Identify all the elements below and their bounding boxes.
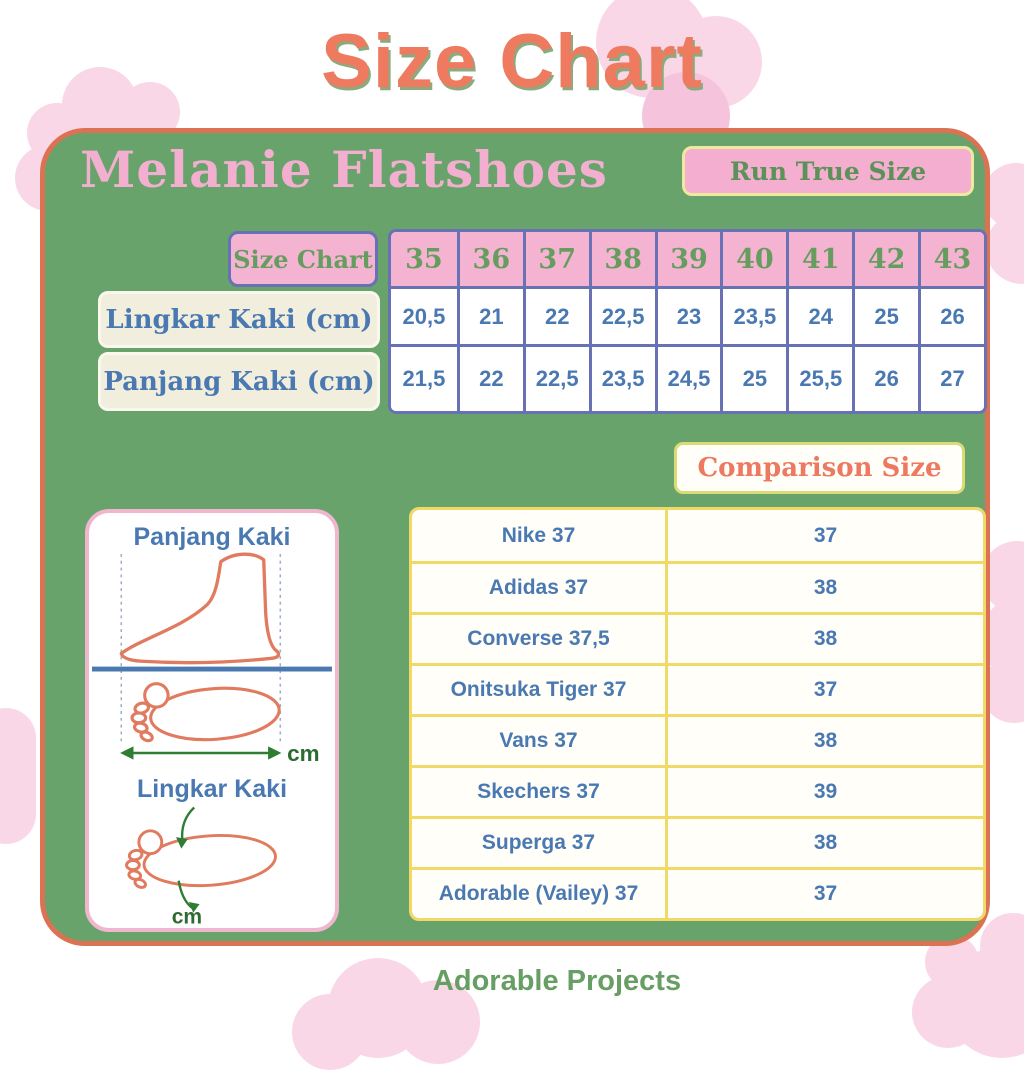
product-name: Melanie Flatshoes [80,140,608,199]
comparison-size: 38 [665,561,983,612]
length-value-cell: 25 [720,344,787,411]
flower-decoration-right-top [986,212,1024,284]
girth-diagram-title: Lingkar Kaki [136,774,288,803]
comparison-brand: Adorable (Vailey) 37 [412,867,665,918]
comparison-size: 37 [665,510,983,561]
size-header-cell: 35 [391,232,457,286]
length-value-cell: 22 [456,344,523,411]
foot-sole-icon [124,829,277,889]
comparison-size: 38 [665,714,983,765]
girth-value-cell: 20,5 [391,286,457,344]
size-header-cell: 37 [522,232,589,286]
foot-sole-icon [130,682,281,743]
size-chart-table-label: Size Chart [228,231,378,287]
length-value-cell: 22,5 [522,344,589,411]
measure-arrow-icon [120,746,282,760]
brand-footer: Adorable Projects [432,965,682,997]
length-value-cell: 27 [918,344,984,411]
girth-value-cell: 23,5 [720,286,787,344]
foot-girth-diagram: cm [124,806,277,925]
comparison-size: 39 [665,765,983,816]
comparison-brand: Nike 37 [412,510,665,561]
comparison-brand: Skechers 37 [412,765,665,816]
girth-value-cell: 21 [456,286,523,344]
foot-length-diagram: cm [92,552,332,765]
length-value-cell: 24,5 [654,344,721,411]
length-value-cell: 21,5 [391,344,457,411]
size-header-cell: 38 [588,232,655,286]
size-header-cell: 43 [918,232,984,286]
comparison-size: 37 [665,663,983,714]
girth-value-cell: 23 [654,286,721,344]
measurement-diagram-card: Panjang Kaki cm Lingkar Kaki [85,509,339,932]
size-header-cell: 42 [852,232,919,286]
size-header-cell: 36 [456,232,523,286]
size-table: 35 36 37 38 39 40 41 42 43 20,5 21 22 22… [388,229,987,414]
run-true-size-badge: Run True Size [682,146,974,196]
foot-side-icon [119,552,281,665]
length-value-cell: 23,5 [588,344,655,411]
size-chart-panel: Melanie Flatshoes Run True Size Size Cha… [40,128,990,946]
girth-value-cell: 26 [918,286,984,344]
cloud-decoration-footer [292,994,368,1070]
row-label-panjang-kaki: Panjang Kaki (cm) [98,352,380,411]
length-value-cell: 25,5 [786,344,853,411]
comparison-size: 38 [665,816,983,867]
comparison-table: Nike 37 37 Adidas 37 38 Converse 37,5 38… [409,507,986,921]
girth-arrow-icon [175,806,200,913]
row-label-lingkar-kaki: Lingkar Kaki (cm) [98,291,380,348]
girth-value-cell: 22 [522,286,589,344]
length-value-cell: 26 [852,344,919,411]
comparison-brand: Vans 37 [412,714,665,765]
comparison-size: 37 [665,867,983,918]
comparison-brand: Superga 37 [412,816,665,867]
girth-unit-label: cm [171,905,201,925]
size-header-cell: 39 [654,232,721,286]
size-header-cell: 41 [786,232,853,286]
girth-value-cell: 22,5 [588,286,655,344]
comparison-size-header: Comparison Size [674,442,965,494]
flower-decoration-left [0,708,36,844]
length-unit-label: cm [287,741,319,765]
comparison-size: 38 [665,612,983,663]
comparison-brand: Adidas 37 [412,561,665,612]
length-diagram-title: Panjang Kaki [133,523,291,551]
comparison-brand: Onitsuka Tiger 37 [412,663,665,714]
page-title: Size Chart [321,19,703,104]
size-header-cell: 40 [720,232,787,286]
girth-value-cell: 25 [852,286,919,344]
girth-value-cell: 24 [786,286,853,344]
comparison-brand: Converse 37,5 [412,612,665,663]
